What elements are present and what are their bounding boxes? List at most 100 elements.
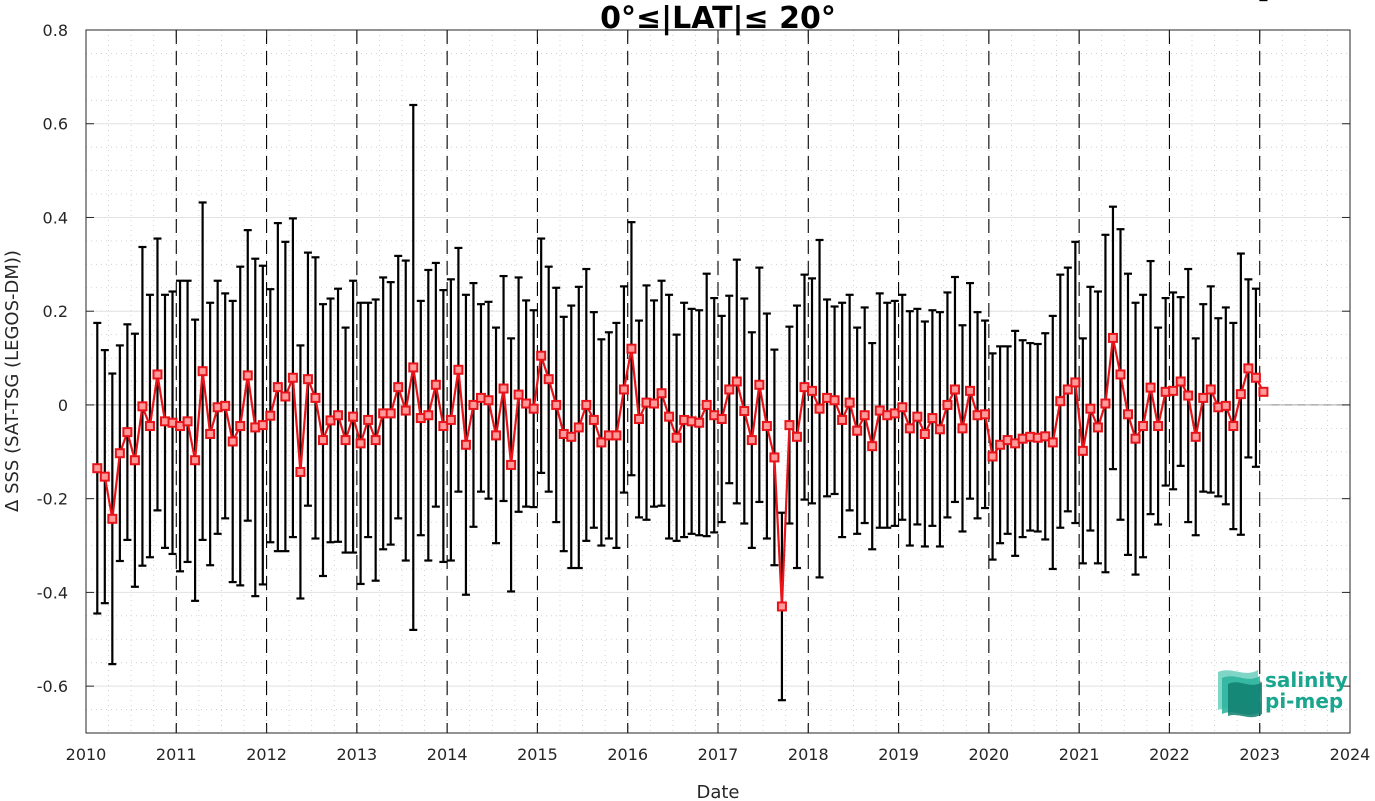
data-point: [852, 425, 863, 436]
x-tick-label: 2015: [517, 745, 558, 764]
data-point: [1085, 403, 1096, 414]
data-point: [152, 369, 163, 380]
data-point: [445, 414, 456, 425]
data-point: [220, 400, 231, 411]
data-point: [1258, 386, 1269, 397]
x-tick-label: 2013: [336, 745, 377, 764]
data-point: [633, 413, 644, 424]
data-point: [927, 413, 938, 424]
data-point: [99, 471, 110, 482]
y-tick-label: 0: [58, 396, 68, 415]
data-point: [1183, 390, 1194, 401]
data-point: [129, 455, 140, 466]
data-point: [197, 366, 208, 377]
x-tick-label: 2023: [1239, 745, 1280, 764]
data-point: [1092, 422, 1103, 433]
data-point: [716, 413, 727, 424]
y-tick-label: 0.6: [43, 115, 68, 134]
data-point: [596, 437, 607, 448]
data-point: [912, 411, 923, 422]
data-point: [701, 399, 712, 410]
data-point: [287, 372, 298, 383]
data-point: [769, 452, 780, 463]
data-point: [355, 438, 366, 449]
data-point: [498, 383, 509, 394]
svg-text:salinity: salinity: [1265, 668, 1348, 692]
data-point: [423, 410, 434, 421]
data-point: [1115, 369, 1126, 380]
data-point: [430, 379, 441, 390]
data-point: [1040, 431, 1051, 442]
series-markers: [92, 332, 1269, 612]
data-point: [754, 379, 765, 390]
data-point: [814, 403, 825, 414]
data-point: [731, 376, 742, 387]
data-point: [1235, 389, 1246, 400]
x-tick-label: 2016: [607, 745, 648, 764]
data-point: [317, 435, 328, 446]
data-point: [506, 459, 517, 470]
data-point: [1130, 433, 1141, 444]
y-tick-label: -0.2: [37, 490, 68, 509]
data-point: [829, 395, 840, 406]
y-tick-label: 0.8: [43, 21, 68, 40]
data-point: [581, 399, 592, 410]
data-point: [1062, 384, 1073, 395]
data-point: [664, 411, 675, 422]
data-point: [1228, 421, 1239, 432]
data-point: [227, 436, 238, 447]
data-point: [776, 601, 787, 612]
data-point: [400, 405, 411, 416]
data-point: [784, 420, 795, 431]
data-point: [385, 408, 396, 419]
data-point: [1138, 421, 1149, 432]
y-tick-label: -0.6: [37, 677, 68, 696]
x-tick-label: 2014: [427, 745, 468, 764]
data-point: [257, 420, 268, 431]
data-point: [536, 350, 547, 361]
data-point: [897, 402, 908, 413]
data-point: [1123, 409, 1134, 420]
data-point: [649, 398, 660, 409]
data-point: [980, 409, 991, 420]
data-point: [302, 374, 313, 385]
data-point: [1055, 396, 1066, 407]
data-point: [919, 428, 930, 439]
chart-title: 0°≤|LAT|≤ 20°: [600, 1, 836, 36]
x-tick-label: 2019: [878, 745, 919, 764]
data-point: [408, 362, 419, 373]
y-axis-label: Δ SSS (SAT-TSG (LEGOS-DM)): [2, 250, 23, 512]
data-point: [949, 384, 960, 395]
data-point: [190, 455, 201, 466]
data-point: [348, 411, 359, 422]
data-point: [1077, 445, 1088, 456]
data-point: [566, 431, 577, 442]
y-tick-labels: -0.6 -0.4 -0.2 0 0.2 0.4 0.6 0.8: [37, 21, 68, 696]
data-point: [1190, 431, 1201, 442]
x-tick-labels: 2010 2011 2012 2013 2014 2015 2016 2017 2018 2019…: [66, 745, 1371, 764]
data-point: [363, 414, 374, 425]
y-tick-label: 0.4: [43, 208, 68, 227]
data-point: [483, 395, 494, 406]
data-point: [340, 435, 351, 446]
data-point: [460, 439, 471, 450]
data-point: [1107, 332, 1118, 343]
data-point: [491, 430, 502, 441]
x-axis-label: Date: [696, 782, 739, 801]
data-point: [987, 451, 998, 462]
data-point: [114, 448, 125, 459]
data-point: [265, 410, 276, 421]
data-point: [242, 370, 253, 381]
data-point: [859, 410, 870, 421]
data-point: [333, 410, 344, 421]
x-tick-label: 2021: [1059, 745, 1100, 764]
x-tick-label: 2018: [788, 745, 829, 764]
data-point: [1100, 398, 1111, 409]
data-point: [1198, 392, 1209, 403]
data-point: [573, 422, 584, 433]
y-tick-label: -0.4: [37, 583, 68, 602]
data-point: [310, 392, 321, 403]
data-point: [965, 385, 976, 396]
data-point: [934, 424, 945, 435]
